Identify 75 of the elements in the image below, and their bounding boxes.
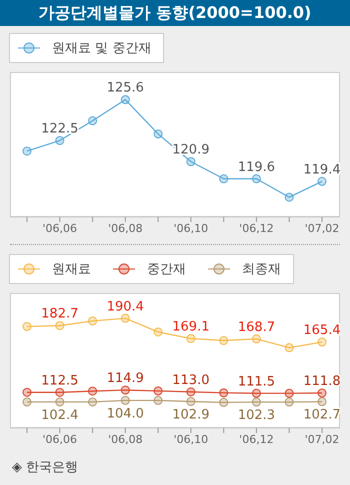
point — [88, 386, 98, 396]
point — [252, 334, 261, 344]
data-label: 190.4 — [106, 299, 144, 314]
point — [154, 327, 163, 336]
data-label: 168.7 — [238, 320, 276, 335]
data-label: 114.9 — [106, 371, 144, 386]
data-label: 102.7 — [303, 408, 341, 423]
x-tick-label: '06,10 — [174, 432, 208, 446]
x-tick-label: '07,02 — [304, 432, 340, 446]
data-label: 102.3 — [238, 408, 276, 424]
x-tick-label: '06,12 — [239, 222, 274, 235]
point — [252, 398, 261, 407]
legend-label: 중간재 — [147, 261, 186, 278]
data-label: 119.6 — [238, 160, 276, 175]
legend-label: 원재료 및 중간재 — [52, 40, 152, 57]
point — [219, 336, 228, 346]
point — [154, 386, 163, 396]
data-label: 102.4 — [41, 408, 78, 423]
point — [186, 334, 196, 344]
point — [219, 174, 228, 184]
x-tick-label: '06,08 — [108, 222, 143, 235]
data-label: 125.6 — [106, 80, 144, 96]
data-label: 111.5 — [238, 374, 276, 390]
point — [284, 343, 294, 352]
point — [284, 398, 294, 407]
point — [88, 397, 98, 406]
point — [120, 386, 130, 395]
x-tick-label: '06,10 — [174, 222, 208, 235]
data-label: 182.7 — [41, 306, 78, 322]
legend-label: 최종재 — [242, 261, 281, 278]
data-label: 113.0 — [172, 372, 210, 388]
point — [186, 387, 196, 396]
point — [55, 136, 64, 146]
point — [22, 388, 32, 397]
point — [22, 146, 32, 156]
point — [252, 388, 261, 398]
data-label: 122.5 — [41, 122, 78, 137]
data-label: 119.4 — [303, 162, 341, 178]
point — [219, 398, 228, 407]
point — [88, 316, 98, 326]
data-label: 112.5 — [41, 373, 78, 388]
point — [154, 396, 163, 405]
point — [120, 314, 130, 323]
point — [120, 95, 130, 104]
point — [22, 397, 32, 406]
point — [284, 192, 294, 202]
point — [318, 388, 326, 398]
point — [284, 388, 294, 398]
data-label: 102.9 — [172, 407, 210, 422]
x-tick-label: '07,02 — [304, 222, 340, 235]
x-tick-label: '06,06 — [42, 222, 78, 235]
point — [318, 338, 326, 347]
data-label: 169.1 — [172, 320, 210, 335]
point — [252, 174, 261, 184]
point — [55, 397, 64, 406]
point — [186, 157, 196, 166]
point — [120, 396, 130, 405]
x-tick-label: '06,06 — [42, 432, 78, 446]
point — [154, 129, 163, 138]
data-label: 111.8 — [303, 374, 341, 390]
point — [55, 321, 64, 330]
data-label: 165.4 — [303, 323, 341, 338]
data-label: 104.0 — [106, 406, 144, 422]
x-tick-label: '06,12 — [239, 432, 274, 446]
chart-title: 가공단계별물가 동향(2000=100.0) — [0, 0, 350, 26]
point — [88, 116, 98, 126]
point — [186, 396, 196, 406]
legend-label: 원재료 — [52, 261, 91, 278]
point — [22, 322, 32, 332]
point — [55, 388, 64, 397]
point — [318, 176, 326, 186]
x-tick-label: '06,08 — [108, 432, 143, 446]
text: ◈ 한국은행 — [12, 459, 78, 476]
point — [219, 388, 228, 398]
point — [318, 397, 326, 406]
